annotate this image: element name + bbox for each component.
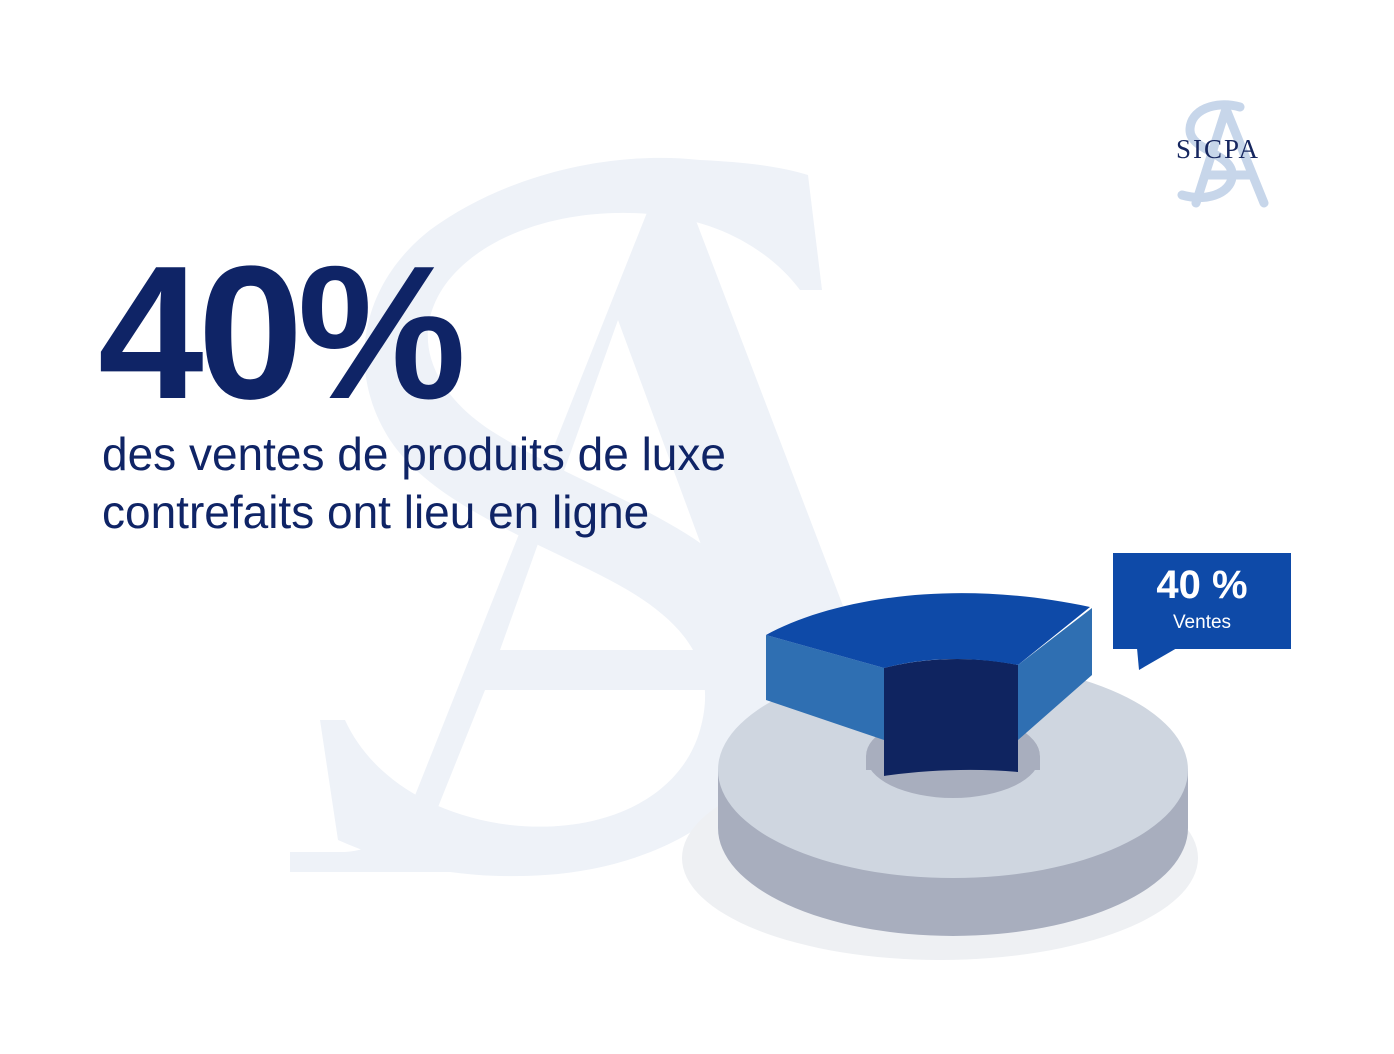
subtitle-line-2: contrefaits ont lieu en ligne — [102, 486, 650, 538]
callout-label: Ventes — [1172, 612, 1232, 633]
slice-ventes-side-right — [1018, 608, 1092, 740]
sicpa-logo: SICPA — [1160, 95, 1310, 215]
slice-ventes-side — [766, 635, 884, 740]
logo-text: SICPA — [1176, 134, 1261, 164]
headline-value: 40% — [98, 227, 466, 439]
subtitle-line-1: des ventes de produits de luxe — [102, 428, 726, 480]
callout-tail — [1137, 648, 1177, 670]
subtitle: des ventes de produits de luxe contrefai… — [102, 425, 922, 541]
sicpa-monogram-icon — [1177, 100, 1269, 208]
slice-ventes-top — [766, 593, 1090, 668]
callout-box: 40 % Ventes — [1113, 553, 1291, 649]
slice-ventes-inner — [884, 658, 1018, 776]
callout-ventes: 40 % Ventes — [1113, 553, 1291, 671]
callout-value: 40 % — [1156, 563, 1248, 607]
